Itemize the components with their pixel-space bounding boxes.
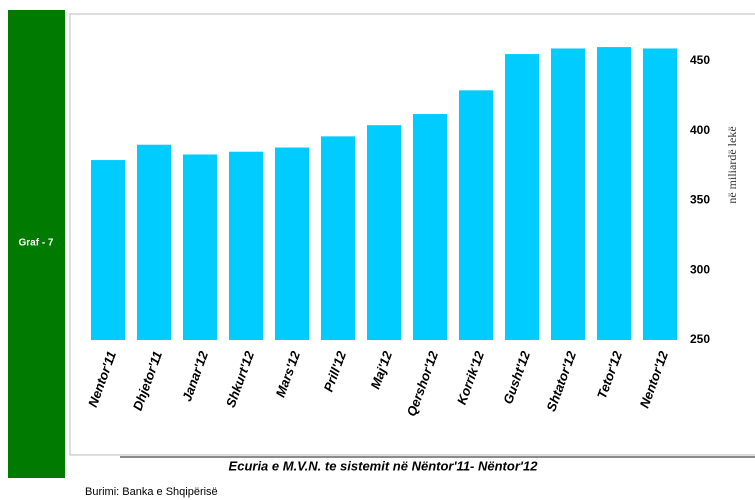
bar — [458, 90, 494, 340]
bar — [228, 151, 264, 340]
bar — [136, 144, 172, 340]
bar — [366, 125, 402, 340]
bar — [642, 48, 678, 341]
y-tick-label: 350 — [690, 193, 710, 207]
bar — [320, 136, 356, 340]
bar — [596, 47, 632, 341]
bar — [90, 160, 126, 340]
y-tick-label: 250 — [690, 332, 710, 346]
y-tick-label: 300 — [690, 262, 710, 276]
side-panel — [8, 10, 65, 478]
source: Burimi: Banka e Shqipërisë — [85, 486, 218, 498]
y-tick-label: 400 — [690, 123, 710, 137]
bar — [182, 154, 218, 340]
chart-title: Ecuria e M.V.N. te sistemit në Nëntor'11… — [229, 458, 539, 473]
y-axis-label: në miliardë lekë — [725, 126, 739, 203]
bar — [504, 54, 540, 341]
bar — [412, 114, 448, 340]
bar — [274, 147, 310, 340]
bar — [550, 48, 586, 341]
y-tick-label: 450 — [690, 53, 710, 67]
panel-label: Graf - 7 — [18, 238, 53, 249]
